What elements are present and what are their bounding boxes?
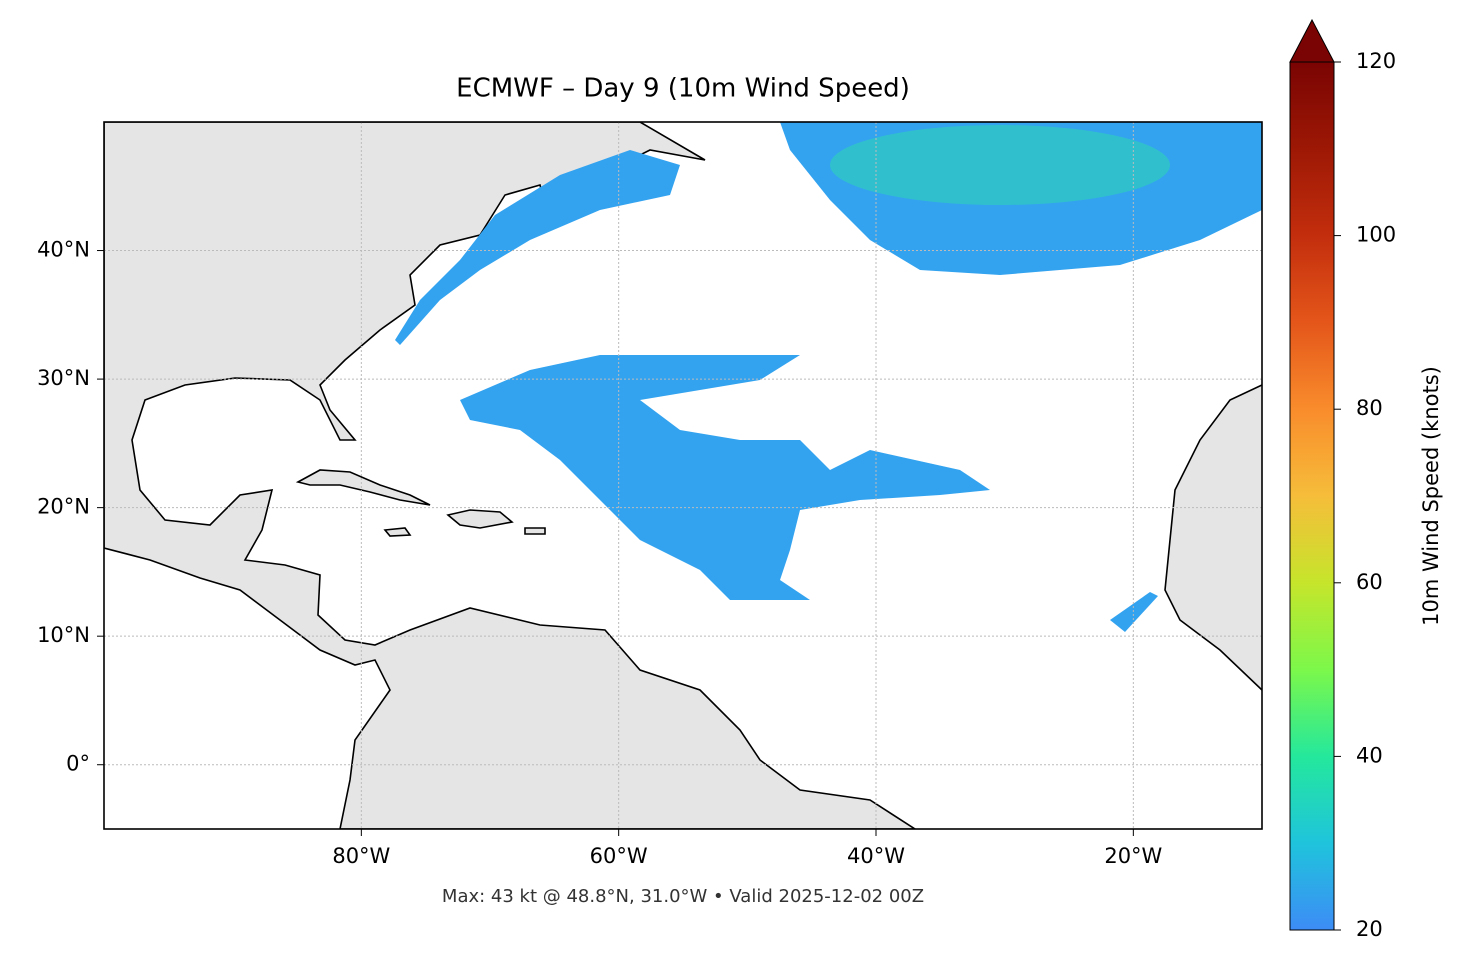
wind-field-east (1110, 592, 1158, 632)
puerto-rico (524, 527, 546, 535)
colorbar-tick-label: 60 (1356, 570, 1383, 594)
africa (1164, 384, 1262, 692)
colorbar (1289, 61, 1335, 931)
cuba (295, 469, 431, 506)
map-frame (103, 121, 1263, 830)
colorbar-tick-label: 120 (1356, 49, 1396, 73)
jamaica (383, 527, 412, 537)
colorbar-extend (1289, 18, 1335, 63)
y-tick-label: 40°N (37, 238, 90, 262)
colorbar-tick-label: 40 (1356, 743, 1383, 767)
footer-note: Max: 43 kt @ 48.8°N, 31.0°W • Valid 2025… (442, 886, 924, 907)
x-tick-label: 40°W (847, 844, 905, 868)
wind-core (830, 125, 1170, 205)
map-area (104, 122, 1262, 829)
x-tick-label: 60°W (590, 844, 648, 868)
x-tick-label: 20°W (1104, 844, 1162, 868)
hispaniola (446, 509, 514, 529)
x-tick-label: 80°W (332, 844, 390, 868)
y-tick-label: 0° (66, 752, 90, 776)
y-tick-label: 20°N (37, 495, 90, 519)
y-tick-label: 30°N (37, 366, 90, 390)
map-title: ECMWF – Day 9 (10m Wind Speed) (456, 74, 910, 104)
colorbar-tick-label: 20 (1356, 917, 1383, 941)
colorbar-tick-label: 100 (1356, 223, 1396, 247)
colorbar-label: 10m Wind Speed (knots) (1419, 366, 1443, 626)
wind-field-coastal (395, 150, 680, 345)
y-tick-label: 10°N (37, 623, 90, 647)
grid (104, 122, 1262, 829)
wind-field-central (460, 355, 990, 600)
colorbar-tick-label: 80 (1356, 396, 1383, 420)
